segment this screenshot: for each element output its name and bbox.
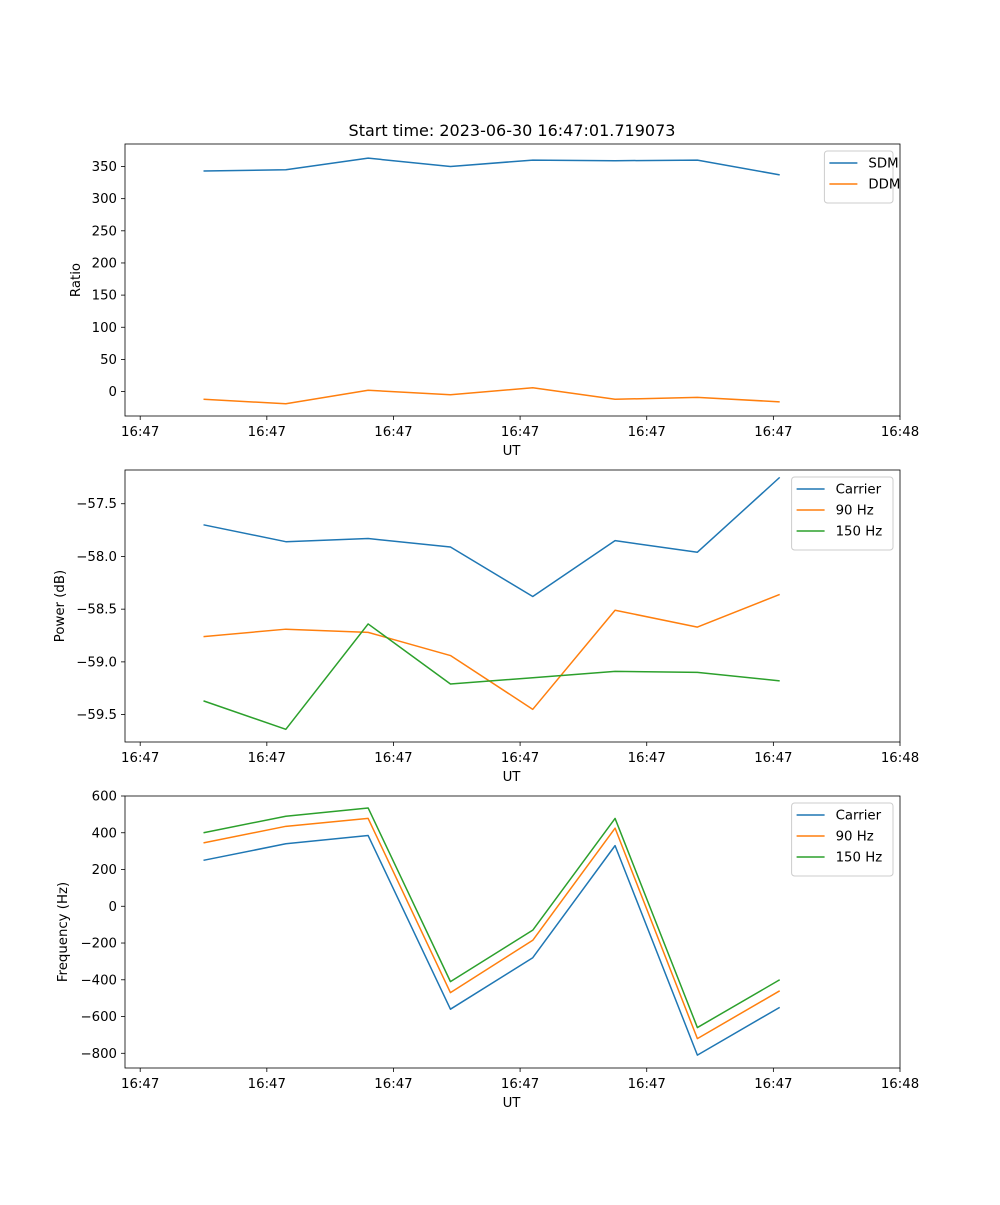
- x-tick-label: 16:47: [754, 425, 792, 440]
- x-tick-label: 16:47: [628, 425, 666, 440]
- x-tick-label: 16:47: [501, 1077, 539, 1092]
- axes-frame: [124, 143, 901, 417]
- y-tick-label: −800: [80, 1047, 117, 1062]
- y-tick-label: 0: [109, 900, 117, 915]
- legend-label: Carrier: [836, 809, 882, 824]
- y-tick-label: 50: [100, 353, 117, 368]
- x-tick-label: 16:47: [248, 751, 286, 766]
- y-tick-label: −58.0: [76, 550, 117, 565]
- x-tick-label: 16:47: [374, 425, 412, 440]
- x-axis-label: UT: [503, 770, 522, 785]
- y-tick-label: −59.0: [76, 655, 117, 670]
- x-tick-label: 16:47: [374, 1077, 412, 1092]
- legend-label: 90 Hz: [836, 830, 874, 845]
- x-tick-label: 16:48: [881, 751, 919, 766]
- series-line-carrier: [203, 476, 781, 598]
- y-tick-label: −400: [80, 973, 117, 988]
- legend: SDM DDM: [823, 150, 900, 204]
- legend-label: 90 Hz: [836, 504, 874, 519]
- x-tick-label: 16:47: [121, 425, 159, 440]
- y-tick-label: 600: [92, 790, 117, 805]
- y-tick-label: 0: [109, 385, 117, 400]
- y-axis-label: Frequency (Hz): [56, 882, 71, 982]
- series-line-90-hz: [203, 593, 780, 711]
- y-axis-label: Power (dB): [53, 570, 68, 642]
- y-tick-label: 250: [92, 224, 117, 239]
- x-tick-label: 16:48: [881, 425, 919, 440]
- legend-label: DDM: [868, 178, 900, 193]
- y-tick-label: 200: [92, 863, 117, 878]
- x-tick-label: 16:47: [754, 751, 792, 766]
- series-line-carrier: [203, 834, 781, 1056]
- x-axis-label: UT: [503, 444, 522, 459]
- y-tick-label: 400: [92, 826, 117, 841]
- x-tick-label: 16:47: [121, 751, 159, 766]
- x-tick-label: 16:47: [121, 1077, 159, 1092]
- legend: Carrier 90 Hz 150 Hz: [791, 476, 894, 551]
- x-tick-label: 16:47: [374, 751, 412, 766]
- y-tick-label: −600: [80, 1010, 117, 1025]
- y-tick-label: 300: [92, 192, 117, 207]
- x-tick-label: 16:47: [248, 1077, 286, 1092]
- y-tick-label: −200: [80, 937, 117, 952]
- y-tick-label: −58.5: [76, 603, 117, 618]
- legend-box: [823, 150, 894, 204]
- axes-frame: [124, 795, 901, 1069]
- x-tick-label: 16:47: [248, 425, 286, 440]
- x-tick-label: 16:47: [628, 751, 666, 766]
- series-line-150-hz: [203, 623, 780, 731]
- y-axis-label: Ratio: [69, 263, 84, 297]
- figure-title: Start time: 2023-06-30 16:47:01.719073: [349, 121, 676, 140]
- y-tick-label: 200: [92, 256, 117, 271]
- series-line-90-hz: [203, 817, 781, 1040]
- legend: Carrier 90 Hz 150 Hz: [791, 802, 894, 877]
- y-tick-label: 100: [92, 321, 117, 336]
- x-tick-label: 16:47: [628, 1077, 666, 1092]
- series-line-150-hz: [203, 807, 781, 1029]
- ratio-panel: 16:47 16:47 16:47 16:47 16:47 16:47 16:48 0 50 10…: [69, 143, 919, 459]
- legend-label: SDM: [868, 157, 898, 172]
- x-axis-label: UT: [503, 1096, 522, 1111]
- x-tick-label: 16:47: [501, 751, 539, 766]
- legend-label: 150 Hz: [836, 525, 883, 540]
- series-line-sdm: [203, 157, 780, 176]
- x-tick-label: 16:47: [754, 1077, 792, 1092]
- axes-frame: [124, 469, 901, 743]
- y-tick-label: −59.5: [76, 708, 117, 723]
- frequency-panel: 16:47 16:47 16:47 16:47 16:47 16:47 16:48 −800 −…: [56, 790, 919, 1112]
- power-panel: 16:47 16:47 16:47 16:47 16:47 16:47 16:48 −59.5…: [53, 469, 919, 785]
- y-tick-label: 350: [92, 160, 117, 175]
- legend-label: Carrier: [836, 483, 882, 498]
- legend-label: 150 Hz: [836, 851, 883, 866]
- y-tick-label: −57.5: [76, 497, 117, 512]
- y-tick-label: 150: [92, 289, 117, 304]
- x-tick-label: 16:47: [501, 425, 539, 440]
- series-line-ddm: [203, 386, 780, 405]
- x-tick-label: 16:48: [881, 1077, 919, 1092]
